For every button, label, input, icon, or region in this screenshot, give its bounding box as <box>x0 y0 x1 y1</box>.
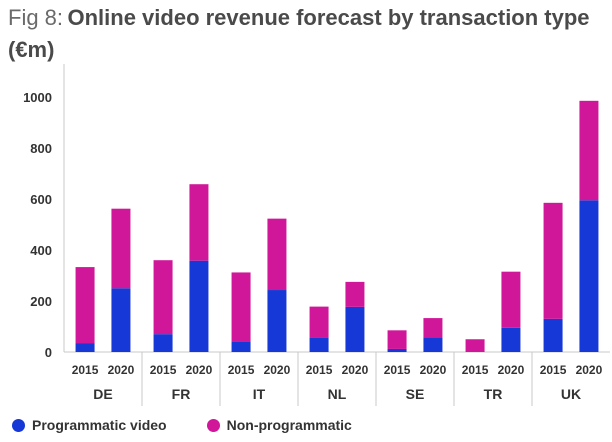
bar-non-programmatic <box>387 330 407 349</box>
group-label: UK <box>561 386 581 402</box>
x-tick-label: 2015 <box>306 363 333 377</box>
y-tick-label: 600 <box>30 192 52 207</box>
bar-non-programmatic <box>543 202 563 319</box>
x-tick-label: 2020 <box>342 363 369 377</box>
stacked-bar-chart: 0 200 400 600 800 1000 2015 2020 2015 2020 2015 202… <box>23 64 610 406</box>
title-main: Online video revenue forecast by transac… <box>8 5 590 62</box>
x-tick-label: 2020 <box>498 363 525 377</box>
x-tick-label: 2015 <box>462 363 489 377</box>
group-label: SE <box>406 386 425 402</box>
bar-programmatic <box>543 318 563 352</box>
bar-programmatic <box>189 260 209 352</box>
bar-non-programmatic <box>153 260 173 335</box>
x-tick-label: 2020 <box>264 363 291 377</box>
group-label: DE <box>93 386 112 402</box>
legend-swatch-programmatic <box>12 418 25 432</box>
bar-non-programmatic <box>579 100 599 201</box>
x-tick-label: 2020 <box>576 363 603 377</box>
y-tick-label: 200 <box>30 294 52 309</box>
group-label: FR <box>172 386 191 402</box>
bar-programmatic <box>267 290 287 352</box>
x-tick-label: 2015 <box>540 363 567 377</box>
x-tick-label: 2015 <box>384 363 411 377</box>
bar-programmatic <box>465 351 485 352</box>
bar-programmatic <box>75 343 95 352</box>
y-tick-label: 1000 <box>23 90 52 105</box>
bar-non-programmatic <box>423 318 443 338</box>
group-label: TR <box>484 386 503 402</box>
bar-programmatic <box>387 348 407 352</box>
bar-non-programmatic <box>189 184 209 261</box>
bar-programmatic <box>309 337 329 352</box>
bar-programmatic <box>111 288 131 352</box>
bar-non-programmatic <box>465 339 485 352</box>
x-tick-label: 2015 <box>228 363 255 377</box>
bar-non-programmatic <box>345 281 365 307</box>
bar-non-programmatic <box>111 208 131 289</box>
bar-programmatic <box>423 337 443 352</box>
chart-title: Fig 8: Online video revenue forecast by … <box>8 3 608 67</box>
bar-non-programmatic <box>75 267 95 344</box>
bar-non-programmatic <box>231 272 251 342</box>
legend-item-programmatic: Programmatic video <box>12 417 167 433</box>
legend-label-programmatic: Programmatic video <box>32 417 167 433</box>
group-label: IT <box>253 386 266 402</box>
x-tick-label: 2020 <box>186 363 213 377</box>
bar-non-programmatic <box>309 306 329 338</box>
bar-programmatic <box>501 327 521 352</box>
x-tick-label: 2015 <box>72 363 99 377</box>
legend-item-non-programmatic: Non-programmatic <box>206 417 352 433</box>
legend-label-non-programmatic: Non-programmatic <box>226 417 352 433</box>
x-tick-label: 2020 <box>108 363 135 377</box>
bar-programmatic <box>153 334 173 352</box>
x-tick-label: 2015 <box>150 363 177 377</box>
legend: Programmatic video Non-programmatic <box>12 417 392 433</box>
group-label: NL <box>328 386 347 402</box>
bar-non-programmatic <box>501 271 521 328</box>
bar-programmatic <box>345 306 365 352</box>
title-prefix: Fig 8: <box>8 5 64 30</box>
y-tick-label: 0 <box>45 345 52 360</box>
y-tick-label: 400 <box>30 243 52 258</box>
bar-programmatic <box>579 200 599 352</box>
bar-non-programmatic <box>267 218 287 291</box>
x-tick-label: 2020 <box>420 363 447 377</box>
bar-programmatic <box>231 341 251 352</box>
legend-swatch-non-programmatic <box>206 418 220 432</box>
y-tick-label: 800 <box>30 141 52 156</box>
